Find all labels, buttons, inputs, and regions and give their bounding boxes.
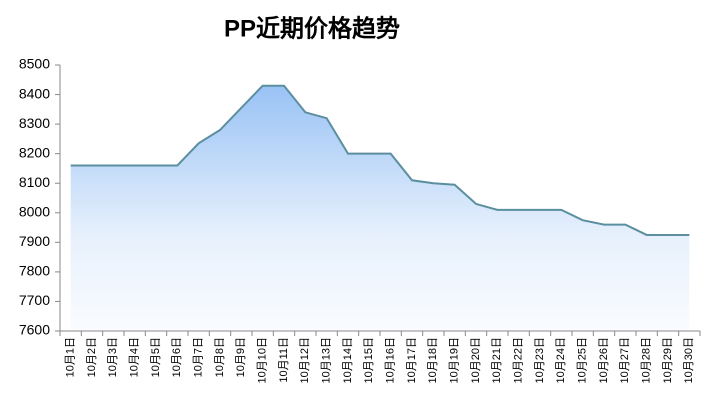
x-tick-label: 10月10日 xyxy=(257,337,269,383)
x-tick-label: 10月2日 xyxy=(86,337,98,377)
x-tick-label: 10月20日 xyxy=(470,337,482,383)
x-tick-label: 10月1日 xyxy=(65,337,77,377)
x-tick-label: 10月23日 xyxy=(534,337,546,383)
y-tick-label: 8300 xyxy=(19,115,50,131)
y-tick-label: 8100 xyxy=(19,174,50,190)
x-tick-label: 10月7日 xyxy=(193,337,205,377)
x-tick-label: 10月8日 xyxy=(214,337,226,377)
x-tick-label: 10月17日 xyxy=(406,337,418,383)
x-tick-label: 10月18日 xyxy=(427,337,439,383)
y-tick-label: 7700 xyxy=(19,292,50,308)
x-tick-label: 10月24日 xyxy=(555,337,567,383)
line xyxy=(70,84,690,236)
chart-title: PP近期价格趋势 xyxy=(224,15,400,42)
x-tick-label: 10月11日 xyxy=(278,337,290,383)
y-tick-label: 8000 xyxy=(19,203,50,219)
x-tick-label: 10月21日 xyxy=(491,337,503,383)
y-tick-label: 7900 xyxy=(19,233,50,249)
x-tick-label: 10月5日 xyxy=(150,337,162,377)
x-tick-label: 10月4日 xyxy=(129,337,141,377)
y-tick-label: 8200 xyxy=(19,144,50,160)
x-tick-label: 10月29日 xyxy=(662,337,674,383)
x-tick-label: 10月12日 xyxy=(299,337,311,383)
x-tick-label: 10月25日 xyxy=(577,337,589,383)
x-tick-label: 10月16日 xyxy=(385,337,397,383)
x-tick-label: 10月6日 xyxy=(171,337,183,377)
x-tick-label: 10月19日 xyxy=(449,337,461,383)
x-tick-label: 10月22日 xyxy=(513,337,525,383)
x-tick-label: 10月15日 xyxy=(363,337,375,383)
x-tick-label: 10月27日 xyxy=(619,337,631,383)
x-tick-label: 10月3日 xyxy=(107,337,119,377)
x-tick-label: 10月13日 xyxy=(321,337,333,383)
y-tick-label: 7800 xyxy=(19,263,50,279)
x-tick-label: 10月9日 xyxy=(235,337,247,377)
x-tick-label: 10月14日 xyxy=(342,337,354,383)
x-tick-label: 10月30日 xyxy=(683,337,695,383)
x-tick-label: 10月28日 xyxy=(641,337,653,383)
area xyxy=(70,85,690,331)
y-tick-label: 8400 xyxy=(19,85,50,101)
y-tick-label: 8500 xyxy=(19,56,50,72)
y-tick-label: 7600 xyxy=(19,322,50,338)
x-tick-label: 10月26日 xyxy=(598,337,610,383)
